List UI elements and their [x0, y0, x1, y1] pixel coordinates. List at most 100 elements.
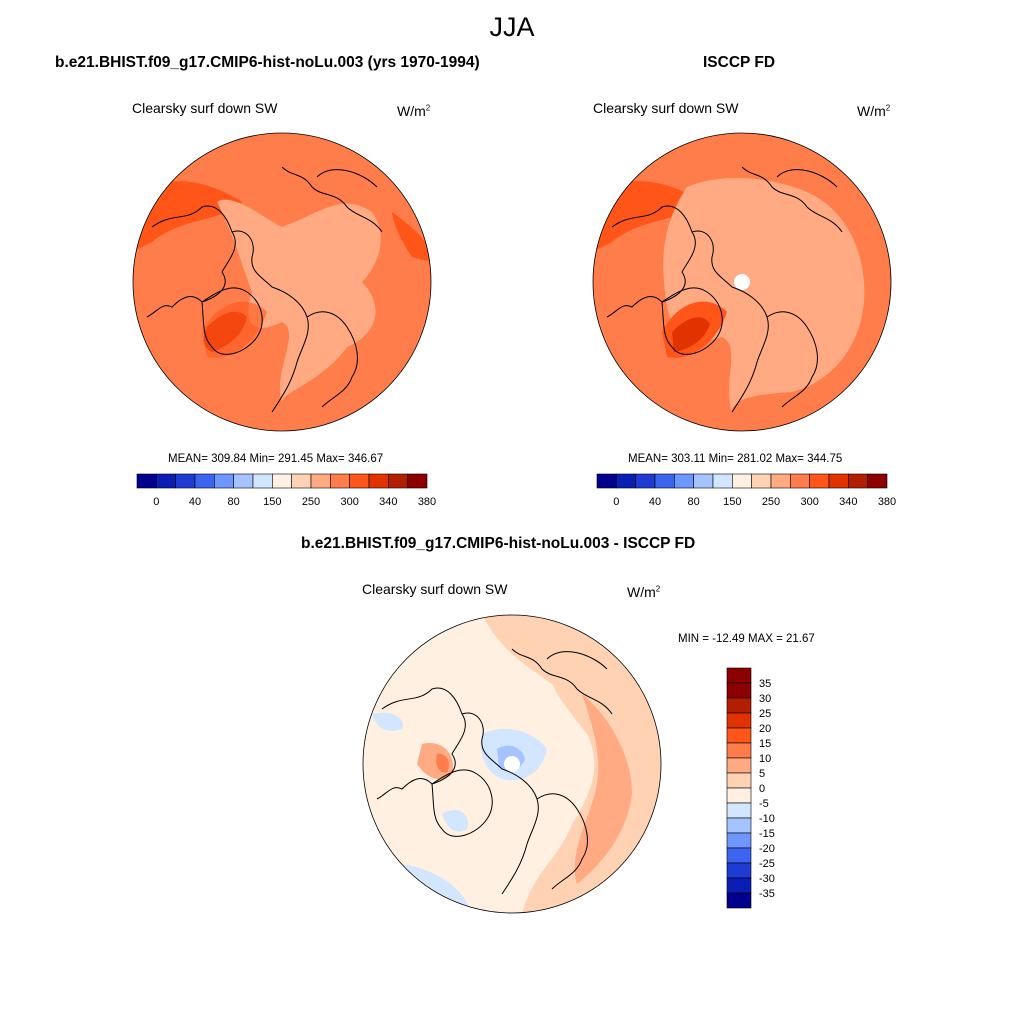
colorbar-box [726, 727, 752, 744]
panel-2-units: W/m2 [857, 103, 891, 119]
colorbar-box [596, 473, 617, 489]
colorbar-box [726, 682, 752, 699]
colorbar-panel-1: 0 40 80 150 250 300 340 380 [136, 473, 436, 508]
colorbar-tick-label: -15 [759, 828, 775, 840]
colorbar-box [751, 473, 772, 489]
colorbar-box [726, 787, 752, 804]
map-boundary [592, 132, 892, 432]
coastlines [606, 166, 843, 413]
colorbar-labels: 0 40 80 150 250 300 340 380 [613, 496, 896, 508]
colorbar-tick-label: 10 [759, 753, 771, 765]
colorbar-box [214, 473, 234, 489]
panel-2-map [592, 132, 892, 432]
colorbar-tick-label: 250 [762, 496, 780, 508]
diff-panel-title: b.e21.BHIST.f09_g17.CMIP6-hist-noLu.003 … [301, 535, 696, 552]
colorbar-tick-label: -5 [759, 798, 769, 810]
colorbar-box [388, 473, 408, 489]
colorbar-box [616, 473, 636, 489]
map-high-region [133, 181, 242, 252]
panel-1-map [132, 132, 432, 432]
map-positive-region [436, 753, 449, 773]
colorbar-tick-label: 15 [759, 738, 771, 750]
colorbar-box [790, 473, 810, 489]
map-low-region [217, 199, 381, 402]
colorbar-box [726, 817, 752, 834]
map-high-region [392, 212, 431, 262]
colorbar-diff: 35 30 25 20 15 10 5 0 -5 -10 -15 -20 -25 -30 -35 [726, 667, 775, 909]
colorbar-tick-label: 150 [723, 496, 741, 508]
colorbar-tick-label: -35 [759, 888, 775, 900]
map-negative-region [372, 712, 403, 731]
diff-panel-variable: Clearsky surf down SW [362, 581, 508, 597]
colorbar-box [194, 473, 215, 489]
colorbar-box [732, 473, 752, 489]
colorbar-box [368, 473, 389, 489]
colorbar-tick-label: -25 [759, 858, 775, 870]
colorbar-tick-label: 80 [688, 496, 700, 508]
colorbar-box [252, 473, 273, 489]
colorbar-tick-label: 380 [878, 496, 896, 508]
colorbar-box [726, 832, 752, 849]
colorbar-box [726, 877, 752, 894]
map-negative-region [442, 809, 468, 832]
colorbar-box [349, 473, 370, 489]
colorbar-tick-label: 0 [613, 496, 619, 508]
colorbar-box [726, 772, 752, 789]
colorbar-tick-label: 300 [800, 496, 818, 508]
diff-panel-minmax: MIN = -12.49 MAX = 21.67 [678, 633, 815, 645]
pole-missing-data [734, 274, 750, 290]
colorbar-tick-label: 80 [228, 496, 240, 508]
colorbar-tick-label: 20 [759, 723, 771, 735]
colorbar-box [726, 802, 752, 819]
colorbar-box [726, 697, 752, 714]
colorbar-box [156, 473, 176, 489]
colorbar-box [726, 892, 752, 909]
panel-2-stats: MEAN= 303.11 Min= 281.02 Max= 344.75 [628, 453, 843, 465]
panel-1-units: W/m2 [397, 103, 431, 119]
colorbar-box [726, 712, 752, 729]
map-positive-region [574, 694, 632, 884]
colorbar-tick-label: 300 [340, 496, 358, 508]
map-peak-region [672, 317, 710, 352]
colorbar-box [407, 473, 428, 489]
map-boundary [132, 132, 432, 432]
colorbar-box [712, 473, 733, 489]
colorbar-tick-label: 5 [759, 768, 765, 780]
colorbar-tick-label: 40 [189, 496, 201, 508]
colorbar-tick-label: -10 [759, 813, 775, 825]
panel-1-title: b.e21.BHIST.f09_g17.CMIP6-hist-noLu.003 … [55, 54, 480, 71]
colorbar-box [726, 742, 752, 759]
colorbar-tick-label: 380 [418, 496, 436, 508]
colorbar-box [693, 473, 714, 489]
colorbar-box [726, 757, 752, 774]
colorbar-box [310, 473, 331, 489]
map-high-region [202, 301, 267, 358]
colorbar-boxes [596, 473, 888, 489]
panel-1-stats: MEAN= 309.84 Min= 291.45 Max= 346.67 [168, 453, 384, 465]
colorbar-box [848, 473, 868, 489]
colorbar-boxes [136, 473, 428, 489]
colorbar-box [828, 473, 849, 489]
colorbar-box [175, 473, 196, 489]
colorbar-box [654, 473, 675, 489]
diff-panel-map [362, 614, 662, 914]
coastlines [376, 648, 613, 895]
colorbar-tick-label: 150 [263, 496, 281, 508]
colorbar-box [291, 473, 312, 489]
colorbar-tick-label: 40 [649, 496, 661, 508]
page-title: JJA [489, 12, 535, 42]
colorbar-labels: 35 30 25 20 15 10 5 0 -5 -10 -15 -20 -25 -30 -35 [759, 678, 775, 900]
colorbar-box [233, 473, 254, 489]
colorbar-tick-label: 30 [759, 693, 771, 705]
colorbar-box [136, 473, 157, 489]
colorbar-box [726, 667, 752, 684]
colorbar-tick-label: 0 [153, 496, 159, 508]
diff-panel-units: W/m2 [627, 584, 661, 600]
map-positive-region [482, 615, 661, 913]
colorbar-box [635, 473, 656, 489]
colorbar-box [770, 473, 791, 489]
colorbar-tick-label: 340 [379, 496, 397, 508]
colorbar-tick-label: 250 [302, 496, 320, 508]
colorbar-box [726, 847, 752, 864]
colorbar-labels: 0 40 80 150 250 300 340 380 [153, 496, 436, 508]
